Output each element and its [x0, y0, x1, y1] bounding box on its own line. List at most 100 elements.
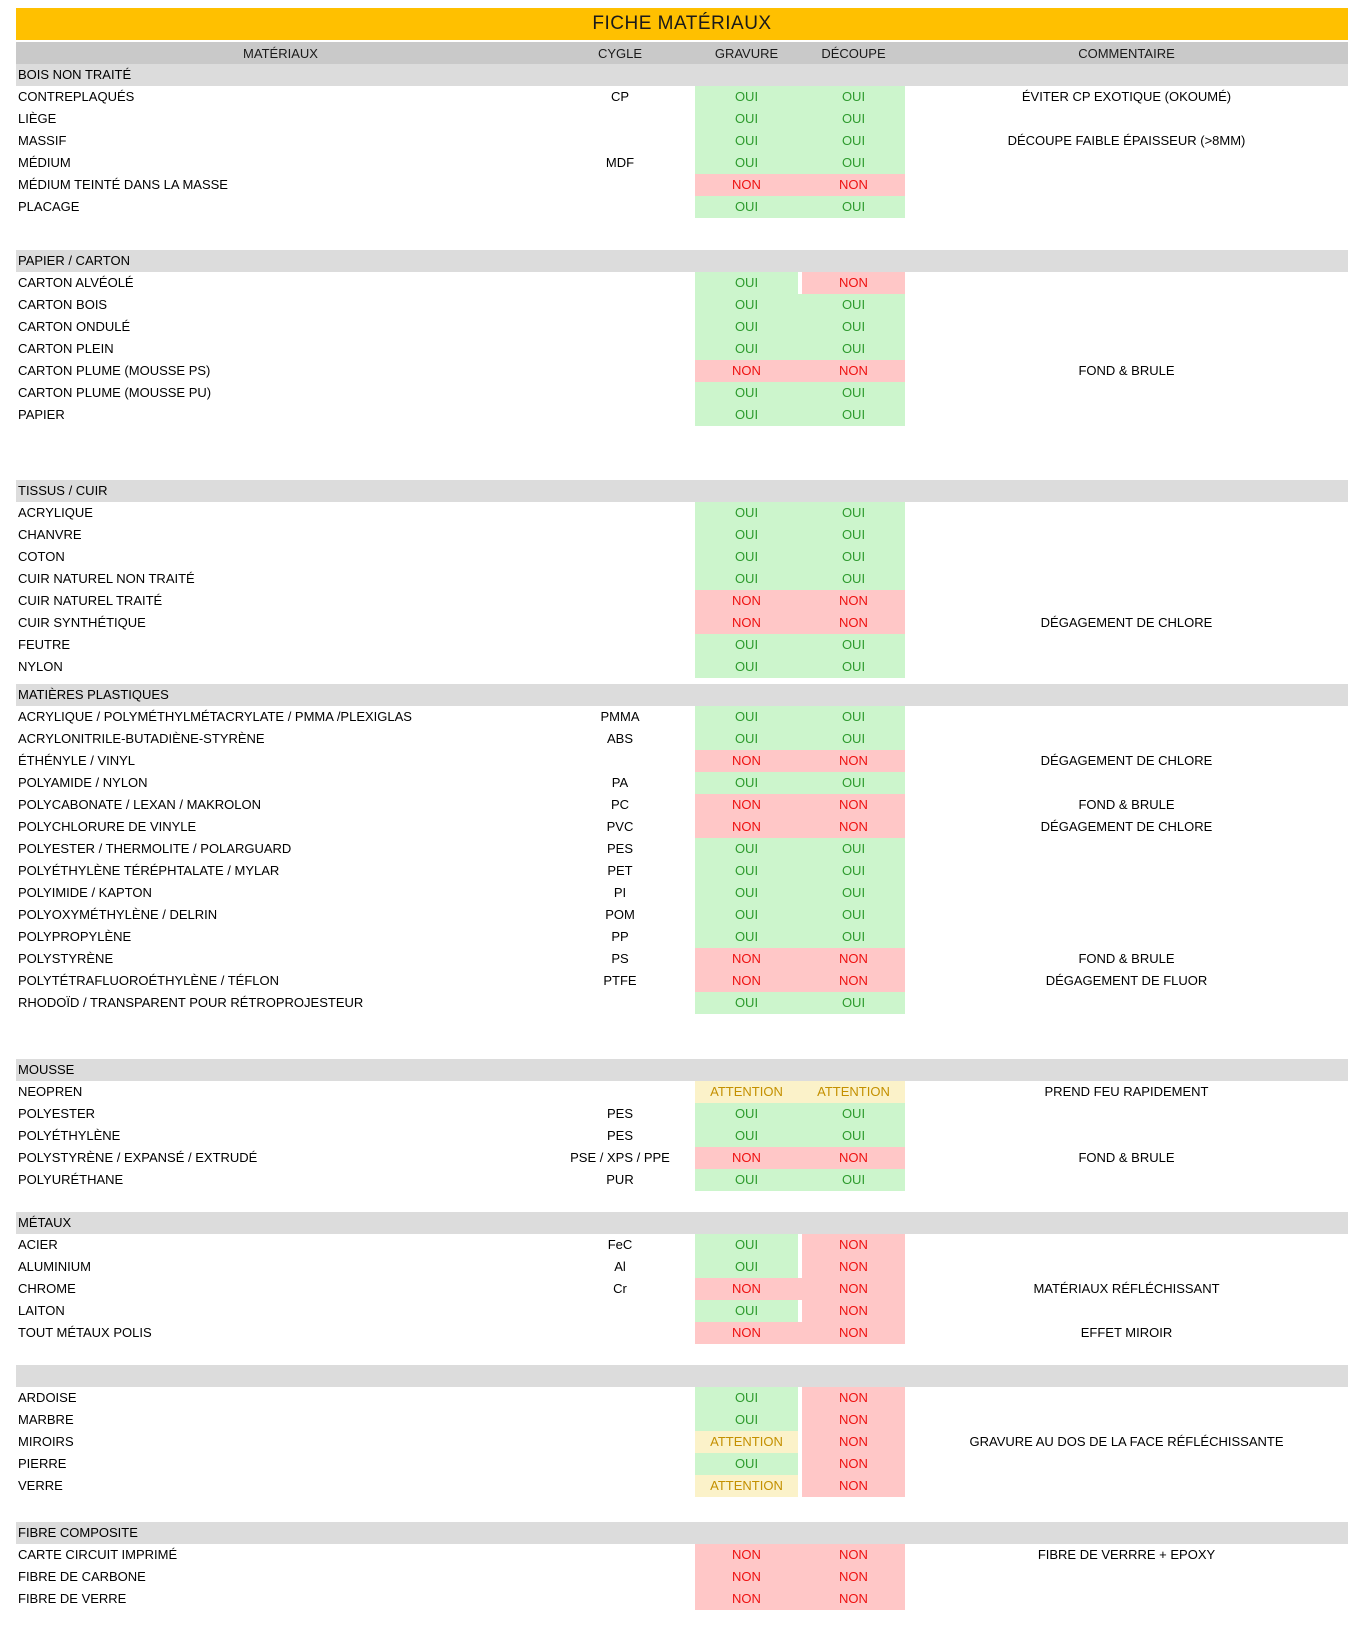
- comment: [905, 656, 1348, 678]
- cell-divider: [798, 904, 802, 926]
- material-code: ABS: [606, 731, 633, 746]
- section-header: BOIS NON TRAITÉ: [16, 64, 1348, 86]
- table-row: LIÈGE OUI OUI: [16, 108, 1348, 130]
- decoupe-status: NON: [802, 1544, 905, 1566]
- material-name: FIBRE DE VERRE: [18, 1591, 127, 1606]
- comment: [905, 272, 1348, 294]
- comment: [905, 1409, 1348, 1431]
- comment: [905, 1103, 1348, 1125]
- section-header: [16, 1365, 1348, 1387]
- table-row: POLYCABONATE / LEXAN / MAKROLON PC NON NON F…: [16, 794, 1348, 816]
- decoupe-status: OUI: [802, 1169, 905, 1191]
- decoupe-status: NON: [802, 750, 905, 772]
- cell-divider: [798, 174, 802, 196]
- cell-divider: [798, 838, 802, 860]
- gravure-status: OUI: [695, 1409, 798, 1431]
- table-row: MÉDIUM MDF OUI OUI: [16, 152, 1348, 174]
- column-header-materiaux: MATÉRIAUX: [243, 45, 318, 61]
- decoupe-status: NON: [802, 1322, 905, 1344]
- gravure-status: OUI: [695, 728, 798, 750]
- table-row: CARTON BOIS OUI OUI: [16, 294, 1348, 316]
- table-row: POLYAMIDE / NYLON PA OUI OUI: [16, 772, 1348, 794]
- section-header: TISSUS / CUIR: [16, 480, 1348, 502]
- gravure-status: OUI: [695, 130, 798, 152]
- material-code: [545, 1475, 695, 1497]
- comment: [905, 1256, 1348, 1278]
- decoupe-status: OUI: [802, 992, 905, 1014]
- table-row: MARBRE OUI NON: [16, 1409, 1348, 1431]
- section-gap: [16, 218, 1348, 250]
- decoupe-status: OUI: [802, 904, 905, 926]
- comment: DÉGAGEMENT DE FLUOR: [1045, 973, 1208, 988]
- material-name: POLYESTER / THERMOLITE / POLARGUARD: [18, 841, 292, 856]
- material-name: POLYAMIDE / NYLON: [18, 775, 148, 790]
- comment: ÉVITER CP EXOTIQUE (OKOUMÉ): [1021, 89, 1232, 104]
- table-row: CONTREPLAQUÉS CP OUI OUI ÉVITER CP EXOTIQUE …: [16, 86, 1348, 108]
- gravure-status: OUI: [695, 1300, 798, 1322]
- section-gap: [16, 426, 1348, 480]
- table-row: POLYSTYRÈNE / EXPANSÉ / EXTRUDÉ PSE / XPS…: [16, 1147, 1348, 1169]
- decoupe-status: OUI: [802, 316, 905, 338]
- table-column-header: MATÉRIAUX CYGLE GRAVURE DÉCOUPE COMMENTA…: [16, 42, 1348, 64]
- decoupe-status: NON: [802, 1300, 905, 1322]
- cell-divider: [798, 502, 802, 524]
- table-row: POLYTÉTRAFLUOROÉTHYLÈNE / TÉFLON PTFE NON N…: [16, 970, 1348, 992]
- gravure-status: NON: [695, 174, 798, 196]
- table-row: ALUMINIUM Al OUI NON: [16, 1256, 1348, 1278]
- cell-divider: [798, 1125, 802, 1147]
- comment: [905, 706, 1348, 728]
- decoupe-status: NON: [802, 590, 905, 612]
- section-gap: [16, 1014, 1348, 1059]
- table-row: ARDOISE OUI NON: [16, 1387, 1348, 1409]
- material-code: MDF: [605, 155, 635, 170]
- material-name: POLYCABONATE / LEXAN / MAKROLON: [18, 797, 261, 812]
- material-name: POLYOXYMÉTHYLÈNE / DELRIN: [18, 907, 218, 922]
- cell-divider: [798, 108, 802, 130]
- material-code: [545, 1453, 695, 1475]
- decoupe-status: OUI: [802, 502, 905, 524]
- comment: [905, 728, 1348, 750]
- material-code: [545, 1566, 695, 1588]
- cell-divider: [798, 772, 802, 794]
- table-row: ACIER FeC OUI NON: [16, 1234, 1348, 1256]
- material-code: PSE / XPS / PPE: [570, 1150, 670, 1165]
- material-name: POLYSTYRÈNE: [18, 951, 114, 966]
- cell-divider: [798, 1169, 802, 1191]
- material-code: PUR: [606, 1172, 634, 1187]
- material-name: CARTON PLUME (MOUSSE PU): [18, 385, 212, 400]
- comment: [905, 152, 1348, 174]
- table-row: MASSIF OUI OUI DÉCOUPE FAIBLE ÉPAISSEUR (>8…: [16, 130, 1348, 152]
- decoupe-status: NON: [802, 948, 905, 970]
- gravure-status: NON: [695, 1544, 798, 1566]
- decoupe-status: NON: [802, 970, 905, 992]
- section-gap: [16, 1191, 1348, 1212]
- material-name: MÉDIUM TEINTÉ DANS LA MASSE: [18, 177, 228, 192]
- decoupe-status: NON: [802, 1475, 905, 1497]
- material-code: [545, 404, 695, 426]
- comment: [905, 1125, 1348, 1147]
- gravure-status: OUI: [695, 926, 798, 948]
- section-header: FIBRE COMPOSITE: [16, 1522, 1348, 1544]
- table-row: CARTON PLEIN OUI OUI: [16, 338, 1348, 360]
- gravure-status: OUI: [695, 1125, 798, 1147]
- material-name: ALUMINIUM: [18, 1259, 91, 1274]
- comment: [905, 1169, 1348, 1191]
- material-code: [545, 1322, 695, 1344]
- table-row: ACRYLONITRILE-BUTADIÈNE-STYRÈNE ABS OUI OUI: [16, 728, 1348, 750]
- table-row: CUIR NATUREL TRAITÉ NON NON: [16, 590, 1348, 612]
- material-code: [545, 382, 695, 404]
- comment: [905, 904, 1348, 926]
- comment: [905, 1300, 1348, 1322]
- gravure-status: OUI: [695, 1234, 798, 1256]
- comment: [905, 196, 1348, 218]
- decoupe-status: NON: [802, 612, 905, 634]
- comment: [905, 1566, 1348, 1588]
- table-row: PIERRE OUI NON: [16, 1453, 1348, 1475]
- material-code: [545, 524, 695, 546]
- section-gap: [16, 1497, 1348, 1522]
- table-row: RHODOÏD / TRANSPARENT POUR RÉTROPROJESTE…: [16, 992, 1348, 1014]
- cell-divider: [798, 794, 802, 816]
- table-row: CUIR SYNTHÉTIQUE NON NON DÉGAGEMENT DE CHLO…: [16, 612, 1348, 634]
- material-name: MARBRE: [18, 1412, 74, 1427]
- material-name: CARTON PLUME (MOUSSE PS): [18, 363, 211, 378]
